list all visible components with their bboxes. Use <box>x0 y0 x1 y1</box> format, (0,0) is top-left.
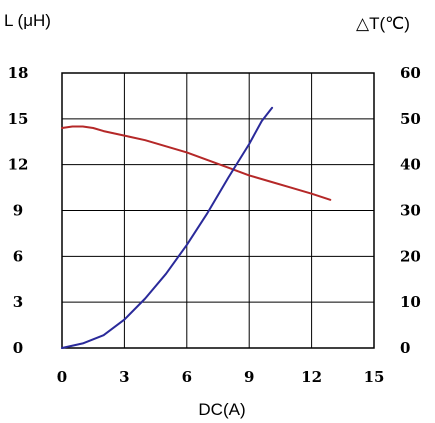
right-axis-title: △T(℃) <box>356 14 410 33</box>
y-left-tick-label: 6 <box>13 247 23 265</box>
tick-labels: 0 3 6 9 12 15 0 3 6 9 12 15 18 0 10 20 30 40 50 60 <box>8 64 421 386</box>
series-lines <box>61 106 332 349</box>
temperature-line <box>61 106 274 349</box>
y-right-tick-label: 10 <box>400 293 421 311</box>
y-right-tick-label: 40 <box>400 156 421 174</box>
y-right-tick-label: 30 <box>400 202 421 220</box>
plot-frame <box>61 72 375 349</box>
y-right-tick-label: 0 <box>400 339 410 357</box>
x-tick-label: 0 <box>57 368 67 386</box>
y-left-tick-label: 12 <box>8 156 29 174</box>
x-axis-title: DC(A) <box>198 400 245 419</box>
grid <box>61 72 375 349</box>
y-right-tick-label: 60 <box>400 64 421 82</box>
y-left-tick-label: 15 <box>8 110 29 128</box>
x-tick-label: 6 <box>182 368 192 386</box>
y-left-tick-label: 18 <box>8 64 29 82</box>
x-tick-label: 15 <box>364 368 385 386</box>
x-tick-label: 3 <box>119 368 129 386</box>
y-right-tick-label: 20 <box>400 247 421 265</box>
y-left-tick-label: 9 <box>13 202 23 220</box>
inductance-line <box>61 125 332 201</box>
y-left-tick-label: 0 <box>13 339 23 357</box>
y-left-tick-label: 3 <box>13 293 23 311</box>
x-tick-label: 9 <box>244 368 254 386</box>
x-tick-label: 12 <box>301 368 322 386</box>
left-axis-title: L (μH) <box>4 11 51 30</box>
y-right-tick-label: 50 <box>400 110 421 128</box>
